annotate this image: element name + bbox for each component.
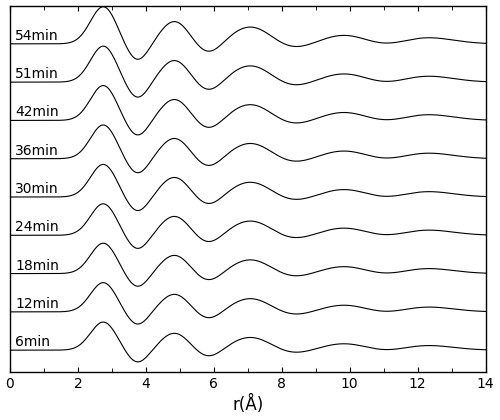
Text: 42min: 42min (15, 105, 59, 119)
Text: 51min: 51min (15, 67, 59, 81)
Text: 54min: 54min (15, 29, 59, 43)
X-axis label: r(Å): r(Å) (232, 395, 264, 415)
Text: 24min: 24min (15, 220, 59, 234)
Text: 12min: 12min (15, 297, 59, 311)
Text: 6min: 6min (15, 335, 50, 349)
Text: 30min: 30min (15, 182, 59, 196)
Text: 36min: 36min (15, 144, 59, 158)
Text: 18min: 18min (15, 259, 59, 273)
